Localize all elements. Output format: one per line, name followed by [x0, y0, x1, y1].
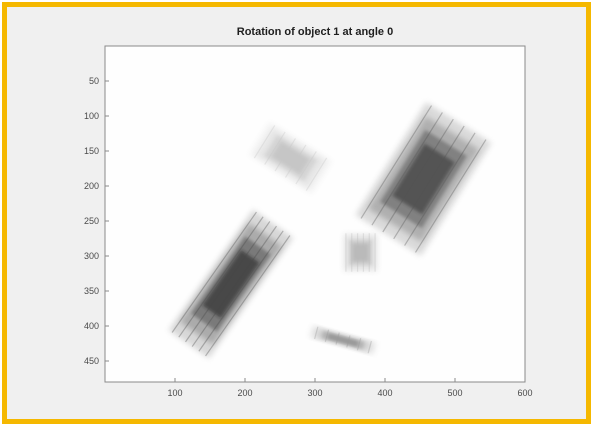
image-blob-streak — [205, 235, 291, 357]
image-blob-streak — [360, 105, 433, 219]
image-blob-streak — [371, 112, 443, 226]
y-tick-label: 400 — [84, 321, 99, 331]
x-tick-label: 500 — [447, 388, 462, 398]
x-axis-ticks: 100 200 300 400 500 600 — [167, 378, 533, 398]
image-blob-streak — [284, 144, 307, 178]
image-blob-layer — [392, 143, 455, 215]
image-blob-layer — [352, 243, 369, 262]
y-tick-label: 150 — [84, 146, 99, 156]
image-blob-lower-left-dark-streak — [168, 209, 294, 359]
image-blob-streak — [356, 338, 362, 351]
image-blob-streak — [367, 340, 372, 354]
y-tick-label: 200 — [84, 181, 99, 191]
image-blob-streak — [314, 326, 319, 340]
image-blob-layer — [271, 141, 310, 175]
image-blob-streak — [324, 329, 330, 342]
image-blob-streak — [414, 139, 487, 253]
y-axis-ticks: 50 100 150 200 250 300 350 400 450 — [84, 76, 109, 366]
image-blob-bottom-small-streak — [309, 325, 377, 355]
image-blob-streak — [191, 225, 277, 347]
image-blob-streak — [295, 151, 317, 185]
y-tick-label: 350 — [84, 286, 99, 296]
chart-title: Rotation of object 1 at angle 0 — [237, 26, 393, 38]
y-tick-label: 50 — [89, 76, 99, 86]
y-tick-label: 450 — [84, 356, 99, 366]
y-tick-label: 100 — [84, 111, 99, 121]
image-blob-streak — [346, 335, 351, 348]
image-blob-streak — [185, 221, 271, 343]
image-blob-streak — [404, 132, 476, 246]
chart-figure: Rotation of object 1 at angle 0 100 200 30… — [84, 26, 533, 398]
image-blob-streak — [253, 125, 276, 159]
image-blob-middle-small-box — [343, 233, 378, 272]
x-tick-label: 400 — [377, 388, 392, 398]
image-blob-layer — [327, 333, 359, 347]
image-blob-streak — [198, 230, 284, 352]
image-blob-streak — [178, 216, 264, 338]
image-blob-right-dark-box — [355, 102, 492, 256]
image-blob-layer — [202, 249, 260, 319]
image-layer — [168, 102, 492, 359]
image-blob-streak — [335, 332, 340, 345]
y-tick-label: 250 — [84, 216, 99, 226]
x-tick-label: 300 — [307, 388, 322, 398]
image-blob-streak — [393, 125, 465, 240]
x-tick-label: 100 — [167, 388, 182, 398]
y-tick-label: 300 — [84, 251, 99, 261]
image-blob-streak — [382, 118, 454, 233]
image-blob-streak — [274, 138, 297, 172]
x-tick-label: 200 — [237, 388, 252, 398]
image-blob-streak — [171, 211, 257, 333]
x-tick-label: 600 — [517, 388, 532, 398]
image-blob-streak — [264, 131, 286, 165]
image-blob-streak — [305, 157, 328, 191]
image-blob-upper-left-light-box — [249, 122, 332, 194]
